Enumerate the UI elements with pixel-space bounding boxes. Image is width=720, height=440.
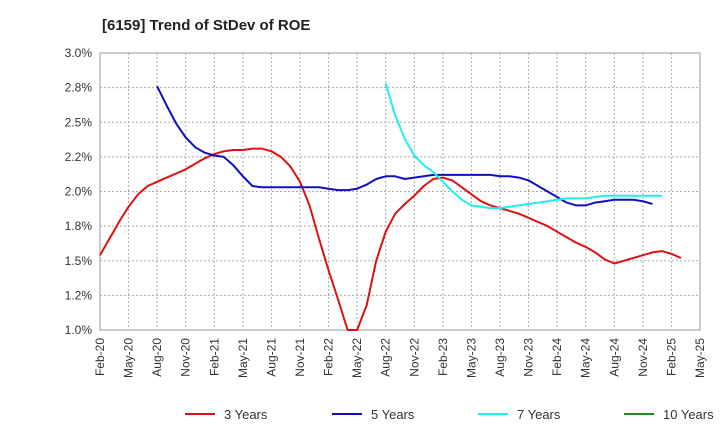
x-tick-label: May-20 (122, 338, 136, 378)
series-lines (99, 83, 682, 331)
series-line-3-years (99, 147, 682, 331)
legend: 3 Years 5 Years 7 Years 10 Years (185, 407, 714, 422)
chart-title: [6159] Trend of StDev of ROE (102, 17, 310, 34)
x-tick-label: May-21 (236, 338, 250, 378)
x-tick-label: Aug-23 (493, 338, 507, 377)
x-tick-label: Nov-20 (179, 338, 193, 377)
x-tick-label: Nov-22 (407, 338, 421, 377)
y-tick-label: 1.8% (65, 219, 93, 233)
x-tick-label: Feb-25 (664, 338, 678, 376)
x-tick-label: Aug-20 (150, 338, 164, 377)
y-tick-label: 3.0% (65, 46, 93, 60)
x-tick-label: Feb-21 (207, 338, 221, 376)
grid-lines (100, 53, 700, 330)
y-tick-label: 2.8% (65, 81, 93, 95)
x-axis-tick-labels: Feb-20 May-20 Aug-20 Nov-20 Feb-21 May-21 Aug-… (93, 338, 707, 378)
y-tick-label: 2.0% (65, 185, 93, 199)
y-tick-label: 2.5% (65, 115, 93, 129)
x-tick-label: Aug-21 (264, 338, 278, 377)
y-tick-label: 1.5% (65, 254, 93, 268)
series-line-7-years (384, 83, 662, 210)
y-axis-tick-labels: 1.0% 1.2% 1.5% 1.8% 2.0% 2.2% 2.5% 2.8% 3.0% (65, 46, 93, 337)
x-tick-label: Feb-22 (322, 338, 336, 376)
x-tick-label: Feb-24 (550, 338, 564, 376)
y-tick-label: 1.2% (65, 288, 93, 302)
x-tick-label: May-25 (693, 338, 707, 378)
series-line-5-years (156, 85, 653, 207)
legend-label-3-years: 3 Years (224, 407, 268, 422)
x-tick-label: Nov-24 (636, 338, 650, 377)
x-tick-label: Nov-21 (293, 338, 307, 377)
x-tick-label: Nov-23 (522, 338, 536, 377)
x-tick-label: May-22 (350, 338, 364, 378)
y-tick-label: 1.0% (65, 323, 93, 337)
x-tick-label: Aug-24 (607, 338, 621, 377)
legend-label-5-years: 5 Years (371, 407, 415, 422)
y-tick-label: 2.2% (65, 150, 93, 164)
legend-label-10-years: 10 Years (663, 407, 714, 422)
legend-label-7-years: 7 Years (517, 407, 561, 422)
x-tick-label: Feb-20 (93, 338, 107, 376)
x-tick-label: May-24 (579, 338, 593, 378)
x-tick-label: Aug-22 (379, 338, 393, 377)
x-tick-label: May-23 (464, 338, 478, 378)
x-tick-label: Feb-23 (436, 338, 450, 376)
